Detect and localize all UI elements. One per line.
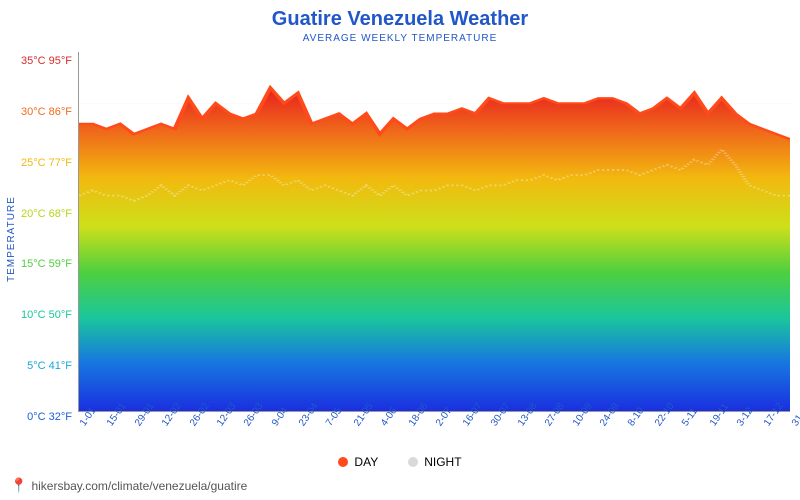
legend-label: NIGHT bbox=[424, 455, 461, 469]
chart-title: Guatire Venezuela Weather bbox=[0, 0, 800, 33]
y-tick: 0°C 32°F bbox=[21, 412, 72, 423]
x-axis: 1-0115-0129-0112-0226-0212-0326-039-0423… bbox=[78, 412, 790, 427]
y-tick: 30°C 86°F bbox=[21, 107, 72, 118]
legend-item: DAY bbox=[338, 455, 378, 469]
y-axis-label: TEMPERATURE bbox=[4, 52, 19, 427]
y-tick: 35°C 95°F bbox=[21, 56, 72, 67]
chart-body: TEMPERATURE 35°C 95°F 30°C 86°F 25°C 77°F 2… bbox=[0, 52, 800, 427]
plot bbox=[78, 52, 790, 412]
y-tick: 10°C 50°F bbox=[21, 310, 72, 321]
y-tick: 20°C 68°F bbox=[21, 209, 72, 220]
legend: DAY NIGHT bbox=[0, 427, 800, 473]
y-tick: 15°C 59°F bbox=[21, 259, 72, 270]
y-tick: 5°C 41°F bbox=[21, 361, 72, 372]
legend-dot-icon bbox=[338, 457, 348, 467]
plot-svg bbox=[79, 52, 790, 411]
y-tick: 25°C 77°F bbox=[21, 158, 72, 169]
legend-dot-icon bbox=[408, 457, 418, 467]
chart-subtitle: AVERAGE WEEKLY TEMPERATURE bbox=[0, 33, 800, 52]
y-axis: 35°C 95°F 30°C 86°F 25°C 77°F 20°C 68°F 15°C… bbox=[19, 52, 78, 427]
plot-area: 1-0115-0129-0112-0226-0212-0326-039-0423… bbox=[78, 52, 790, 427]
chart-container: Guatire Venezuela Weather AVERAGE WEEKLY… bbox=[0, 0, 800, 500]
footer: 📍 hikersbay.com/climate/venezuela/guatir… bbox=[0, 473, 800, 500]
footer-url: hikersbay.com/climate/venezuela/guatire bbox=[31, 479, 247, 493]
legend-item: NIGHT bbox=[408, 455, 461, 469]
pin-icon: 📍 bbox=[10, 477, 27, 494]
legend-label: DAY bbox=[354, 455, 378, 469]
